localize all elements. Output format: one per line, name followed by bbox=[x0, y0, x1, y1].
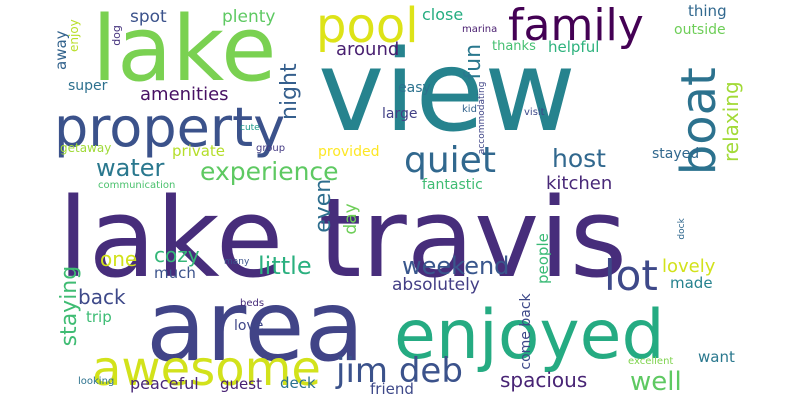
word-boat: boat bbox=[671, 67, 727, 175]
word-little: little bbox=[258, 252, 312, 280]
word-love: love bbox=[234, 318, 263, 334]
word-kid: kid bbox=[462, 104, 477, 115]
word-day: day bbox=[341, 203, 361, 234]
word-enjoy: enjoy bbox=[67, 19, 81, 52]
word-plenty: plenty bbox=[222, 7, 275, 27]
word-spot: spot bbox=[130, 7, 167, 27]
word-deck: deck bbox=[280, 374, 316, 392]
word-staying: staying bbox=[57, 266, 82, 347]
word-beds: beds bbox=[240, 298, 264, 309]
word-amenities: amenities bbox=[140, 84, 229, 105]
word-outside: outside bbox=[674, 22, 726, 38]
word-excellent: excellent bbox=[628, 356, 673, 367]
word-friend: friend bbox=[370, 380, 414, 398]
word-away: away bbox=[52, 30, 70, 70]
word-family: family bbox=[508, 0, 644, 51]
word-water: water bbox=[96, 154, 165, 182]
word-private: private bbox=[172, 142, 225, 160]
word-lot: lot bbox=[604, 251, 658, 300]
word-thanks: thanks bbox=[492, 39, 536, 54]
word-marina: marina bbox=[462, 24, 497, 35]
word-dog: dog bbox=[110, 25, 123, 46]
word-one: one bbox=[100, 247, 137, 271]
word-people: people bbox=[534, 233, 552, 284]
word-thing: thing bbox=[688, 2, 727, 20]
word-come-back: come back bbox=[518, 292, 534, 369]
word-kitchen: kitchen bbox=[546, 173, 612, 194]
word-fun: fun bbox=[461, 44, 486, 80]
word-cozy: cozy bbox=[154, 243, 200, 267]
word-around: around bbox=[336, 39, 399, 60]
word-even: even bbox=[311, 179, 336, 233]
word-jim-deb: jim deb bbox=[335, 351, 463, 391]
word-group: group bbox=[256, 143, 285, 154]
word-stayed: stayed bbox=[652, 146, 699, 162]
word-area: area bbox=[146, 270, 365, 384]
word-cute: cute bbox=[240, 123, 260, 133]
word-super: super bbox=[68, 78, 108, 94]
word-enjoyed: enjoyed bbox=[394, 296, 665, 375]
word-fantastic: fantastic bbox=[422, 177, 483, 193]
word-spacious: spacious bbox=[500, 368, 587, 392]
word-accommodating: accommodating bbox=[477, 82, 487, 155]
word-lake: lake bbox=[92, 0, 276, 102]
word-easy: easy bbox=[398, 80, 431, 96]
word-communication: communication bbox=[98, 180, 175, 191]
word-lake-travis: lake travis bbox=[58, 174, 627, 302]
word-visit: visit bbox=[524, 107, 545, 118]
word-provided: provided bbox=[318, 144, 379, 160]
word-night: night bbox=[277, 63, 302, 120]
word-made: made bbox=[670, 274, 713, 292]
word-looking: looking bbox=[78, 376, 114, 387]
word-relaxing: relaxing bbox=[719, 81, 743, 162]
word-view: view bbox=[318, 27, 576, 157]
word-peaceful: peaceful bbox=[130, 374, 199, 393]
word-well: well bbox=[630, 367, 682, 397]
word-host: host bbox=[552, 144, 606, 173]
word-much: much bbox=[154, 264, 196, 282]
word-large: large bbox=[382, 106, 417, 122]
word-back: back bbox=[78, 285, 126, 309]
word-absolutely: absolutely bbox=[392, 275, 480, 295]
word-trip: trip bbox=[86, 308, 112, 326]
word-property: property bbox=[54, 96, 285, 159]
word-want: want bbox=[698, 348, 735, 366]
word-many: many bbox=[224, 257, 250, 267]
word-close: close bbox=[422, 5, 463, 24]
word-quiet: quiet bbox=[404, 140, 496, 181]
word-experience: experience bbox=[200, 157, 339, 186]
word-guest: guest bbox=[220, 375, 262, 393]
word-pool: pool bbox=[316, 0, 419, 54]
word-awesome: awesome bbox=[92, 341, 321, 397]
word-helpful: helpful bbox=[548, 38, 599, 56]
word-dock: dock bbox=[677, 217, 687, 239]
word-lovely: lovely bbox=[662, 256, 716, 277]
word-weekend: weekend bbox=[402, 252, 509, 280]
word-getaway: getaway bbox=[60, 141, 111, 155]
